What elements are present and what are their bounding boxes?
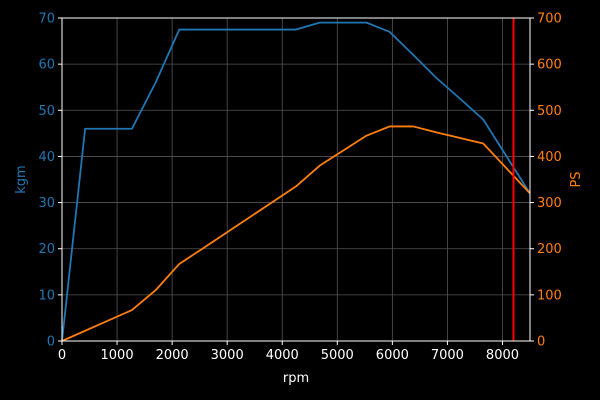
y-right-tick-label: 500 bbox=[537, 104, 562, 119]
x-tick-label: 8000 bbox=[486, 348, 519, 363]
y-left-tick-label: 10 bbox=[38, 288, 55, 303]
y-left-tick-label: 40 bbox=[38, 150, 55, 165]
x-tick-label: 2000 bbox=[156, 348, 189, 363]
y-right-tick-label: 700 bbox=[537, 12, 562, 27]
y-left-tick-label: 20 bbox=[38, 242, 55, 257]
y-left-tick-label: 60 bbox=[38, 58, 55, 73]
x-tick-label: 3000 bbox=[211, 348, 244, 363]
y-left-tick-label: 0 bbox=[47, 335, 55, 350]
x-tick-label: 4000 bbox=[266, 348, 299, 363]
x-tick-label: 5000 bbox=[321, 348, 354, 363]
x-tick-label: 6000 bbox=[376, 348, 409, 363]
series-layer bbox=[61, 21, 531, 342]
y-left-tick-label: 30 bbox=[38, 196, 55, 211]
x-tick-label: 1000 bbox=[101, 348, 134, 363]
y-right-tick-label: 600 bbox=[537, 58, 562, 73]
y-right-axis-title: PS bbox=[569, 171, 584, 187]
x-axis-title: rpm bbox=[283, 371, 309, 386]
torque-line bbox=[61, 21, 531, 342]
x-tick-label: 0 bbox=[58, 348, 66, 363]
grid bbox=[61, 17, 530, 342]
y-left-tick-label: 50 bbox=[38, 104, 55, 119]
y-left-tick-label: 70 bbox=[38, 12, 55, 27]
y-right-tick-label: 0 bbox=[537, 335, 545, 350]
ticks-layer: 0 1000 2000 3000 4000 5000 6000 7000 80000102030… bbox=[38, 12, 561, 364]
y-right-tick-label: 300 bbox=[537, 196, 562, 211]
x-tick-label: 7000 bbox=[431, 348, 464, 363]
plot-frame bbox=[61, 17, 531, 342]
y-right-tick-label: 100 bbox=[537, 288, 562, 303]
y-right-tick-label: 400 bbox=[537, 150, 562, 165]
power-line bbox=[61, 125, 531, 342]
y-right-tick-label: 200 bbox=[537, 242, 562, 257]
y-left-axis-title: kgm bbox=[14, 165, 29, 193]
